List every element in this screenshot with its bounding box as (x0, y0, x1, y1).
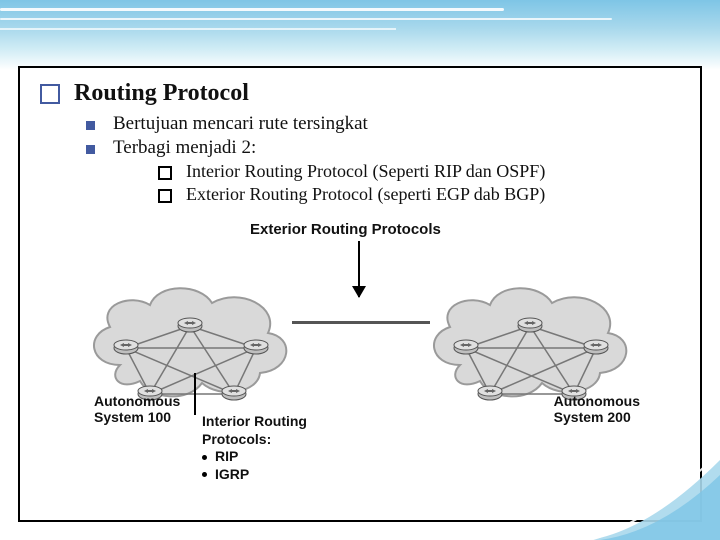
dot-icon (202, 472, 207, 477)
list-item: Bertujuan mencari rute tersingkat (86, 113, 680, 135)
cloud-left (80, 265, 300, 385)
as-left-label: Autonomous System 100 (94, 393, 180, 425)
content-frame: Routing Protocol Bertujuan mencari rute … (18, 66, 702, 522)
square-bullet-icon (86, 145, 95, 154)
interior-label-box: Interior Routing Protocols: RIP IGRP (202, 413, 307, 483)
list-item: Terbagi menjadi 2: (86, 137, 680, 159)
bullet-text: Bertujuan mencari rute tersingkat (113, 113, 368, 135)
routing-diagram: Exterior Routing Protocols Autonomous Sy… (80, 217, 640, 477)
dot-icon (202, 455, 207, 460)
sub-bullet-text: Interior Routing Protocol (Seperti RIP d… (186, 161, 545, 182)
slide-header-bg (0, 0, 720, 70)
list-item: Exterior Routing Protocol (seperti EGP d… (158, 184, 680, 205)
interior-title: Interior Routing Protocols: (202, 413, 307, 448)
list-item: Interior Routing Protocol (Seperti RIP d… (158, 161, 680, 182)
checkbox-icon (158, 166, 172, 180)
bullet-text: Terbagi menjadi 2: (113, 137, 256, 159)
checkbox-icon (158, 189, 172, 203)
slide-title: Routing Protocol (74, 80, 249, 107)
sub-bullet-list: Interior Routing Protocol (Seperti RIP d… (158, 161, 680, 205)
title-row: Routing Protocol (40, 80, 680, 107)
checkbox-icon (40, 84, 60, 104)
as-right-label: Autonomous System 200 (554, 393, 640, 425)
bullet-list: Bertujuan mencari rute tersingkat Terbag… (86, 113, 680, 159)
arrow-down-icon (358, 241, 360, 297)
interior-item: RIP (202, 448, 307, 466)
interior-pointer-line (194, 373, 196, 415)
interior-item-text: IGRP (215, 466, 249, 482)
cloud-right (420, 265, 640, 385)
sub-bullet-text: Exterior Routing Protocol (seperti EGP d… (186, 184, 545, 205)
interior-item-text: RIP (215, 448, 238, 464)
header-stripe (0, 28, 396, 30)
square-bullet-icon (86, 121, 95, 130)
interior-item: IGRP (202, 466, 307, 484)
exterior-label: Exterior Routing Protocols (250, 221, 441, 238)
exterior-link (292, 321, 430, 324)
